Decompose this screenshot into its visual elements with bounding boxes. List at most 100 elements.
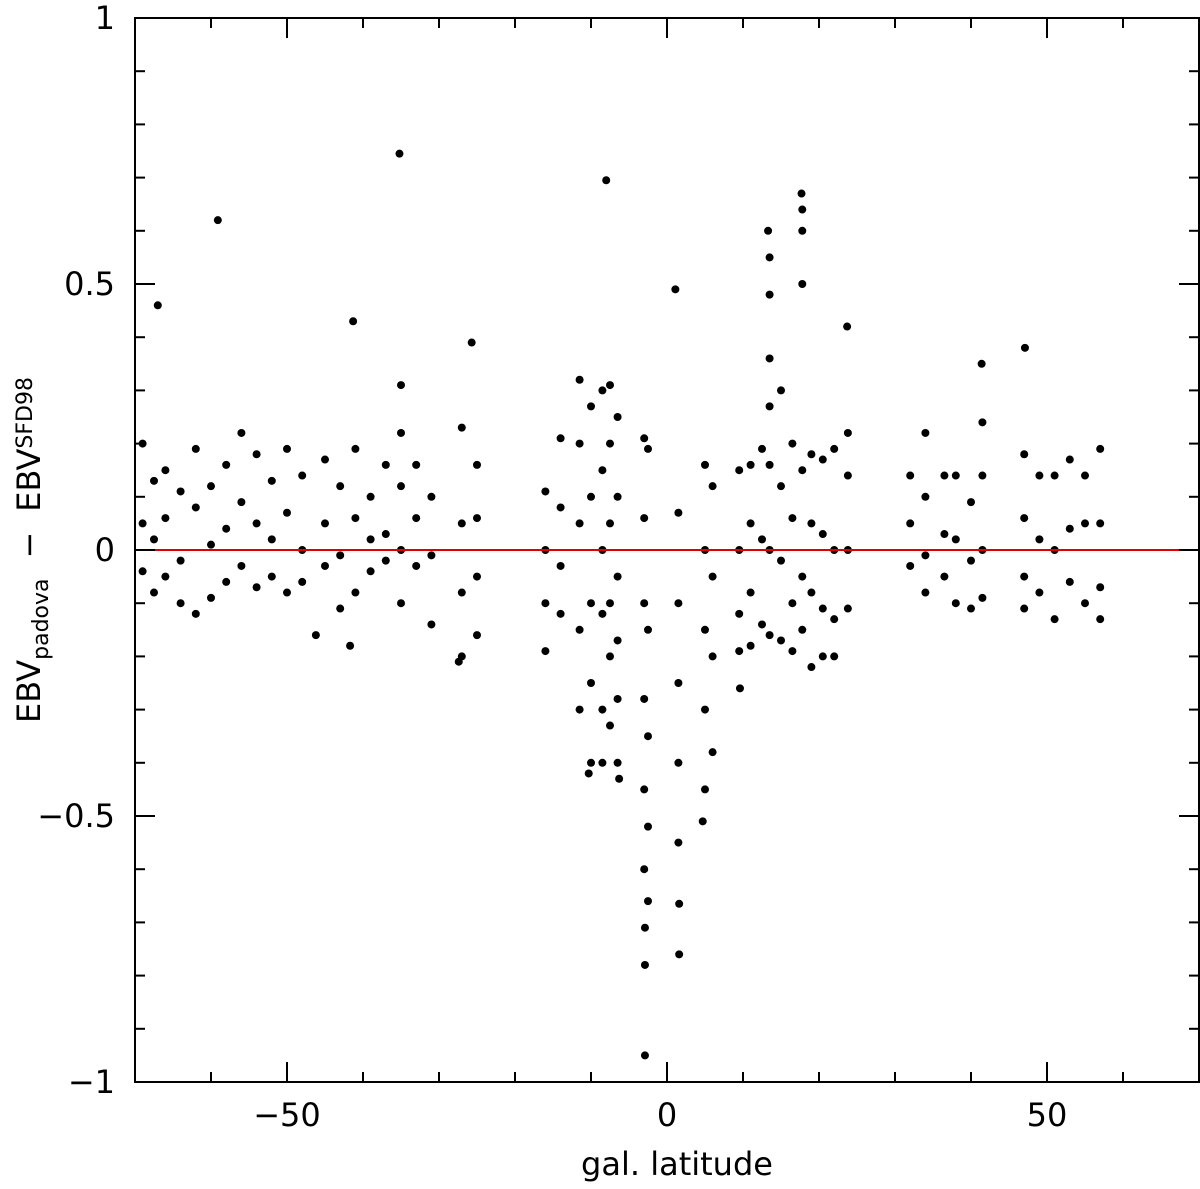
x-axis-label: gal. latitude [581, 1145, 773, 1183]
point [349, 317, 358, 326]
point [252, 519, 261, 528]
point [951, 599, 960, 608]
point [708, 572, 717, 581]
point [735, 647, 744, 656]
y-label-part: EBV [10, 449, 48, 512]
point [674, 508, 683, 517]
point [556, 503, 565, 512]
point [467, 338, 476, 347]
point [640, 785, 649, 794]
point [427, 620, 436, 629]
point [735, 609, 744, 618]
point [921, 428, 930, 437]
point [940, 572, 949, 581]
point [213, 216, 222, 225]
point [921, 588, 930, 597]
point [138, 567, 147, 576]
point [644, 897, 652, 906]
point [765, 402, 774, 411]
point [807, 450, 816, 459]
point [1020, 514, 1029, 523]
point [675, 899, 684, 908]
point [951, 535, 960, 544]
point [940, 471, 949, 480]
point [587, 492, 595, 501]
point [818, 530, 827, 539]
point [397, 381, 405, 390]
point [454, 657, 463, 666]
point [351, 588, 360, 597]
point [797, 189, 806, 198]
x-tick-label: 50 [1027, 1096, 1068, 1134]
point [921, 551, 930, 560]
point [150, 476, 158, 485]
point [978, 593, 987, 602]
point [788, 647, 797, 656]
point [1081, 519, 1089, 528]
y-label-op: − [10, 532, 48, 559]
point [906, 471, 915, 480]
point [1020, 450, 1029, 459]
point [977, 359, 986, 368]
y-axis-label: EBVpadova−EBVSFD98 [10, 377, 54, 723]
point [940, 530, 949, 539]
point [978, 471, 987, 480]
point [788, 514, 797, 523]
point [381, 556, 390, 565]
point [191, 444, 200, 453]
point [807, 588, 816, 597]
point [598, 466, 607, 475]
point [1020, 572, 1029, 581]
point [346, 641, 355, 650]
point [366, 535, 375, 544]
point [587, 402, 595, 411]
point [237, 498, 246, 507]
point [1050, 615, 1059, 624]
point [336, 604, 345, 613]
point [427, 551, 436, 560]
point [397, 428, 405, 437]
point [397, 482, 405, 491]
point [921, 492, 930, 501]
point [575, 439, 584, 448]
point [1050, 471, 1059, 480]
point [1020, 343, 1029, 352]
point [1096, 519, 1105, 528]
point [798, 572, 807, 581]
y-label-sub: padova [29, 579, 54, 660]
point [161, 514, 170, 523]
point [575, 625, 584, 634]
point [701, 625, 709, 634]
point [176, 599, 185, 608]
point [735, 466, 744, 475]
point [191, 609, 200, 618]
point [457, 519, 466, 528]
point [267, 476, 276, 485]
point [606, 652, 614, 661]
point [746, 460, 755, 469]
point [788, 599, 797, 608]
point [640, 694, 649, 703]
point [150, 535, 158, 544]
point [176, 556, 185, 565]
point [798, 466, 807, 475]
point [584, 769, 593, 778]
point [765, 253, 774, 262]
point [575, 705, 584, 714]
point [746, 641, 755, 650]
point [222, 577, 231, 586]
point [818, 652, 827, 661]
point [1035, 471, 1044, 480]
point [298, 577, 307, 586]
point [674, 758, 683, 767]
point [351, 444, 360, 453]
point [1035, 535, 1044, 544]
point [1096, 615, 1105, 624]
point [818, 604, 827, 613]
point [708, 652, 717, 661]
point [473, 631, 481, 640]
point [640, 599, 649, 608]
point [708, 482, 717, 491]
